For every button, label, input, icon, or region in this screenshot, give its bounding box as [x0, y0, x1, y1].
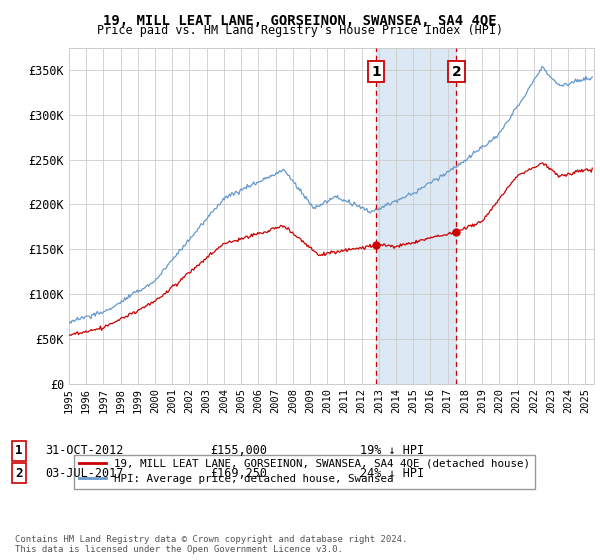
Text: 19, MILL LEAT LANE, GORSEINON, SWANSEA, SA4 4QE: 19, MILL LEAT LANE, GORSEINON, SWANSEA, …	[103, 14, 497, 28]
Text: £169,250: £169,250	[210, 466, 267, 480]
Text: 1: 1	[371, 65, 381, 79]
Text: 03-JUL-2017: 03-JUL-2017	[45, 466, 124, 480]
Bar	[376, 48, 456, 384]
Text: 31-OCT-2012: 31-OCT-2012	[45, 444, 124, 458]
Text: Contains HM Land Registry data © Crown copyright and database right 2024.
This d: Contains HM Land Registry data © Crown c…	[15, 535, 407, 554]
Text: 2: 2	[15, 466, 23, 480]
Text: £155,000: £155,000	[210, 444, 267, 458]
Text: 19% ↓ HPI: 19% ↓ HPI	[360, 444, 424, 458]
Text: 24% ↓ HPI: 24% ↓ HPI	[360, 466, 424, 480]
Legend: 19, MILL LEAT LANE, GORSEINON, SWANSEA, SA4 4QE (detached house), HPI: Average p: 19, MILL LEAT LANE, GORSEINON, SWANSEA, …	[74, 455, 535, 489]
Text: Price paid vs. HM Land Registry's House Price Index (HPI): Price paid vs. HM Land Registry's House …	[97, 24, 503, 37]
Text: 2: 2	[451, 65, 461, 79]
Text: 1: 1	[15, 444, 23, 458]
